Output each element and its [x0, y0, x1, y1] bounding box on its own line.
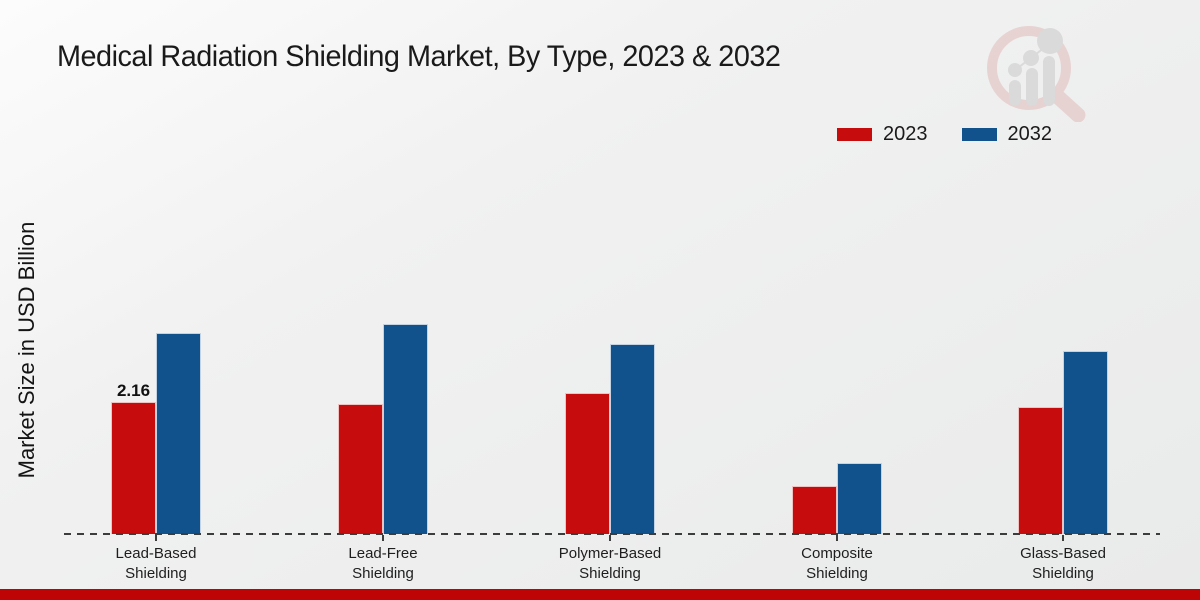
legend-label-2032: 2032	[1007, 122, 1053, 145]
bar-2032-lead-free-shielding	[383, 324, 428, 534]
x-axis-category-label: Glass-Based Shielding	[1020, 545, 1106, 582]
legend-swatch-2032	[961, 127, 997, 141]
chart-title: Medical Radiation Shielding Market, By T…	[57, 40, 781, 73]
bar-2023-lead-free-shielding	[338, 404, 383, 534]
legend-swatch-2023	[837, 127, 872, 141]
x-axis-tick	[382, 535, 384, 541]
x-axis-tick	[836, 535, 838, 541]
bar-2023-lead-based-shielding	[111, 402, 156, 534]
market-research-future-logo-watermark	[983, 22, 1093, 123]
legend: 2023 2032	[837, 122, 1086, 146]
bar-2032-composite-shielding	[837, 463, 882, 534]
x-axis-category-label: Polymer-Based Shielding	[558, 545, 662, 582]
x-axis-category-label: Lead-Free Shielding	[348, 545, 418, 582]
bar-2032-lead-based-shielding	[156, 333, 201, 534]
x-axis-tick	[155, 535, 157, 541]
bar-2032-glass-based-shielding	[1063, 351, 1108, 534]
bar-value-label: 2.16	[116, 381, 151, 400]
x-axis-category-label: Composite Shielding	[801, 545, 873, 582]
magnifier-barchart-icon	[987, 26, 1086, 123]
bottom-red-strip	[0, 589, 1200, 600]
bar-2023-polymer-based-shielding	[565, 393, 610, 534]
x-axis-tick	[609, 535, 611, 541]
x-axis-category-label: Lead-Based Shielding	[115, 545, 197, 582]
x-axis-tick	[1062, 535, 1064, 541]
x-axis-baseline	[64, 533, 1160, 535]
legend-label-2023: 2023	[883, 122, 928, 145]
bar-2023-glass-based-shielding	[1018, 407, 1063, 534]
y-axis-label: Market Size in USD Billion	[14, 221, 39, 479]
bar-2023-composite-shielding	[792, 486, 837, 534]
bar-2032-polymer-based-shielding	[610, 344, 655, 534]
